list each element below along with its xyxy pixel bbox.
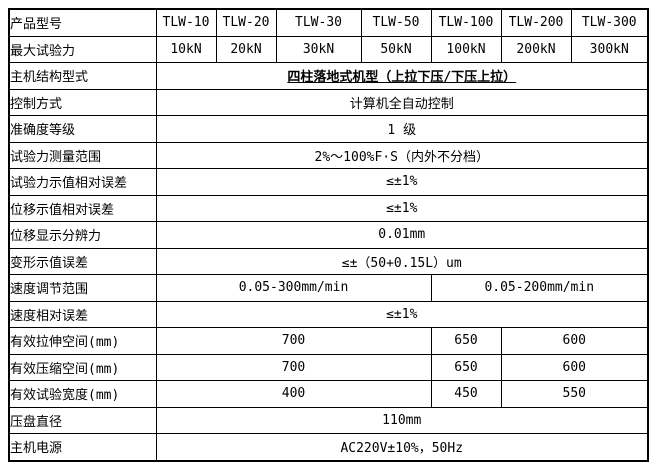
spec-value: 1 级 xyxy=(155,115,649,143)
row-label: 最大试验力 xyxy=(8,35,157,63)
spec-value: 700 xyxy=(155,353,432,381)
spec-value: 600 xyxy=(500,327,649,355)
row-label: 速度相对误差 xyxy=(8,300,157,328)
table-row-16: 主机电源 AC220V±10%，50Hz xyxy=(8,433,649,461)
table-row-15: 压盘直径 110mm xyxy=(8,406,649,434)
spec-value: 10kN xyxy=(155,35,217,63)
table-row-10: 速度调节范围 0.05-300mm/min 0.05-200mm/min xyxy=(8,274,649,302)
table-row-8: 位移显示分辨力 0.01mm xyxy=(8,221,649,249)
table-row-6: 试验力示值相对误差 ≤±1% xyxy=(8,168,649,196)
row-label: 速度调节范围 xyxy=(8,274,157,302)
row-label: 准确度等级 xyxy=(8,115,157,143)
spec-value: 50kN xyxy=(360,35,432,63)
spec-value: 计算机全自动控制 xyxy=(155,88,649,116)
table-row-9: 变形示值误差 ≤±（50+0.15L）um xyxy=(8,247,649,275)
spec-value: 650 xyxy=(430,327,502,355)
spec-value: 200kN xyxy=(500,35,572,63)
spec-value: AC220V±10%，50Hz xyxy=(155,433,649,461)
spec-value: 四柱落地式机型（上拉下压/下压上拉） xyxy=(155,62,649,90)
table-row-11: 速度相对误差 ≤±1% xyxy=(8,300,649,328)
row-label: 位移显示分辨力 xyxy=(8,221,157,249)
row-label: 试验力测量范围 xyxy=(8,141,157,169)
spec-value: 30kN xyxy=(275,35,362,63)
table-row-12: 有效拉伸空间(mm) 700 650 600 xyxy=(8,327,649,355)
spec-value: TLW-20 xyxy=(215,8,277,37)
spec-value: TLW-200 xyxy=(500,8,572,37)
row-label: 主机结构型式 xyxy=(8,62,157,90)
spec-value: 0.05-300mm/min xyxy=(155,274,432,302)
product-spec-table: 产品型号 TLW-10 TLW-20 TLW-30 TLW-50 TLW-100 TLW-2… xyxy=(8,8,649,462)
spec-value: ≤±1% xyxy=(155,168,649,196)
spec-value: 650 xyxy=(430,353,502,381)
spec-value: ≤±1% xyxy=(155,300,649,328)
spec-value: 700 xyxy=(155,327,432,355)
spec-value: TLW-30 xyxy=(275,8,362,37)
table-row-13: 有效压缩空间(mm) 700 650 600 xyxy=(8,353,649,381)
table-row-4: 准确度等级 1 级 xyxy=(8,115,649,143)
spec-value: 300kN xyxy=(570,35,649,63)
spec-table-body: 产品型号 TLW-10 TLW-20 TLW-30 TLW-50 TLW-100 TLW-2… xyxy=(8,8,649,461)
row-label: 有效试验宽度(mm) xyxy=(8,380,157,408)
spec-value: TLW-50 xyxy=(360,8,432,37)
spec-value: 100kN xyxy=(430,35,502,63)
spec-value: 20kN xyxy=(215,35,277,63)
table-row-0: 产品型号 TLW-10 TLW-20 TLW-30 TLW-50 TLW-100 TLW-2… xyxy=(8,8,649,37)
spec-value: ≤±1% xyxy=(155,194,649,222)
row-label: 有效拉伸空间(mm) xyxy=(8,327,157,355)
spec-value: 110mm xyxy=(155,406,649,434)
table-row-7: 位移示值相对误差 ≤±1% xyxy=(8,194,649,222)
row-label: 压盘直径 xyxy=(8,406,157,434)
spec-value: ≤±（50+0.15L）um xyxy=(155,247,649,275)
spec-value: TLW-10 xyxy=(155,8,217,37)
table-row-14: 有效试验宽度(mm) 400 450 550 xyxy=(8,380,649,408)
table-row-1: 最大试验力 10kN 20kN 30kN 50kN 100kN 200kN 300kN xyxy=(8,35,649,63)
spec-value: 450 xyxy=(430,380,502,408)
spec-value: 0.05-200mm/min xyxy=(430,274,649,302)
row-label: 产品型号 xyxy=(8,8,157,37)
table-row-5: 试验力测量范围 2%～100%F·S（内外不分档） xyxy=(8,141,649,169)
row-label: 位移示值相对误差 xyxy=(8,194,157,222)
spec-value: TLW-100 xyxy=(430,8,502,37)
spec-value: 550 xyxy=(500,380,649,408)
table-row-2: 主机结构型式 四柱落地式机型（上拉下压/下压上拉） xyxy=(8,62,649,90)
spec-value: 400 xyxy=(155,380,432,408)
table-row-3: 控制方式 计算机全自动控制 xyxy=(8,88,649,116)
row-label: 变形示值误差 xyxy=(8,247,157,275)
row-label: 控制方式 xyxy=(8,88,157,116)
row-label: 主机电源 xyxy=(8,433,157,461)
row-label: 试验力示值相对误差 xyxy=(8,168,157,196)
spec-value: 2%～100%F·S（内外不分档） xyxy=(155,141,649,169)
spec-value: TLW-300 xyxy=(570,8,649,37)
row-label: 有效压缩空间(mm) xyxy=(8,353,157,381)
spec-value: 600 xyxy=(500,353,649,381)
spec-value: 0.01mm xyxy=(155,221,649,249)
